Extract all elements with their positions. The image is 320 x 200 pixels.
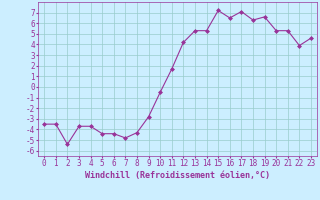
X-axis label: Windchill (Refroidissement éolien,°C): Windchill (Refroidissement éolien,°C) bbox=[85, 171, 270, 180]
